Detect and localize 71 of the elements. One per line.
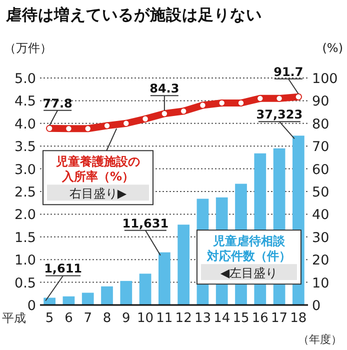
y-tick-label: 2.5 — [14, 184, 36, 200]
x-tick-label: 14 — [214, 311, 230, 326]
y-tick-label: 3.5 — [14, 139, 36, 156]
point — [180, 108, 187, 115]
y-tick-label: 2.0 — [14, 207, 36, 224]
x-tick-label: 5 — [45, 311, 54, 326]
y2-tick-label: 100 — [312, 71, 338, 87]
annotation: 11,631 — [122, 216, 169, 230]
data-label: 77.8 — [42, 96, 72, 110]
annotation: 37,323 — [256, 108, 303, 122]
y-tick-label: 4.5 — [14, 94, 36, 110]
annotation: 1,611 — [44, 262, 82, 276]
x-tick-label: 15 — [232, 311, 250, 326]
bar — [178, 224, 190, 305]
y2-tick-label: 0 — [312, 298, 321, 314]
x-tick-label: 7 — [84, 311, 92, 326]
y-tick-label: 0.5 — [14, 275, 36, 292]
bar — [139, 274, 152, 305]
x-tick-label: 8 — [102, 311, 112, 326]
y2-tick-label: 70 — [312, 139, 330, 156]
bar — [120, 280, 132, 305]
text: 平成 — [2, 311, 26, 325]
point — [295, 93, 302, 100]
y-axis-title: （万件） — [4, 41, 52, 55]
bar — [101, 286, 113, 305]
annotation: 右目盛り▶ — [69, 186, 128, 201]
y2-tick-label: 80 — [312, 116, 330, 132]
point — [161, 110, 168, 118]
y2-tick-label: 50 — [312, 184, 330, 200]
y2-tick-label: 40 — [312, 207, 330, 224]
point — [218, 100, 226, 106]
x-tick-label: 10 — [137, 311, 154, 326]
x-tick-label: 17 — [271, 311, 288, 326]
y-tick-label: 1.0 — [14, 252, 36, 269]
x-tick-label: 11 — [156, 311, 173, 326]
point — [104, 122, 110, 130]
x-axis-title: （年度） — [298, 333, 342, 346]
chart-title: 虐待は増えているが施設は足りない — [5, 5, 262, 24]
series-label: 児童虐待相談対応件数（件） — [206, 234, 291, 264]
point — [142, 115, 149, 122]
point — [65, 125, 72, 132]
y-tick-label: 4.0 — [14, 116, 36, 132]
y-tick-label: 5.0 — [14, 71, 36, 87]
y-tick-label: 1.5 — [14, 230, 36, 246]
x-tick-label: 13 — [194, 311, 211, 326]
bar — [82, 292, 94, 305]
bar — [158, 252, 170, 305]
point — [256, 95, 264, 102]
y-tick-label: 3.0 — [14, 162, 36, 178]
y2-tick-label: 20 — [312, 252, 330, 269]
data-label: 91.7 — [274, 64, 304, 79]
point — [199, 102, 206, 109]
point — [84, 125, 92, 132]
point — [46, 124, 53, 132]
x-tick-label: 9 — [122, 311, 130, 326]
data-label: 84.3 — [150, 82, 180, 96]
y2-tick-label: 10 — [312, 275, 330, 292]
point — [276, 95, 283, 102]
annotation: ◀左目盛り — [220, 266, 278, 280]
y-tick-label: 0 — [27, 298, 36, 314]
x-tick-label: 12 — [175, 311, 192, 326]
x-tick-label: 18 — [290, 311, 307, 326]
point — [122, 120, 130, 127]
y2-tick-label: 90 — [312, 94, 330, 110]
y2-tick-label: 60 — [312, 162, 330, 178]
x-tick-label: 6 — [64, 311, 73, 326]
point — [238, 100, 244, 106]
y2-axis-title: (%) — [322, 41, 343, 55]
x-tick-label: 16 — [252, 311, 268, 326]
y2-tick-label: 30 — [312, 230, 330, 246]
text: 児童養護施設の入所率（%） — [55, 154, 140, 184]
